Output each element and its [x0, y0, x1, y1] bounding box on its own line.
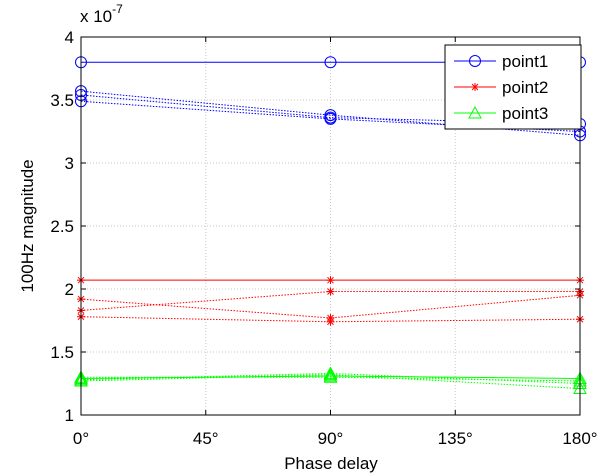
triangle-marker: [323, 368, 338, 382]
triangle-marker: [323, 367, 338, 381]
legend-label: point2: [502, 78, 548, 97]
y-tick-label: 1: [65, 406, 74, 425]
y-tick-label: 1.5: [50, 343, 74, 362]
y-tick-label: 2.5: [50, 217, 74, 236]
circle-marker: [324, 109, 337, 122]
series-line: [80, 374, 581, 390]
triangle-legend-marker: [468, 105, 482, 119]
star-marker: [326, 276, 335, 285]
legend-label: point1: [502, 52, 548, 71]
star-legend-marker: [471, 83, 479, 91]
star-marker: [326, 287, 335, 296]
series-line: [80, 372, 581, 384]
y-tick-label: 2: [65, 280, 74, 299]
axes-frame: [80, 36, 581, 416]
triangle-marker: [323, 370, 338, 383]
circle-marker: [324, 112, 337, 125]
star-marker: [326, 317, 335, 326]
y-tick-label: 3.5: [50, 91, 74, 110]
x-tick-label: 180°: [562, 429, 597, 448]
x-tick-label: 0°: [73, 429, 89, 448]
series-line: [81, 376, 581, 382]
circle-marker: [324, 56, 337, 69]
x-tick-label: 90°: [318, 429, 344, 448]
circle-legend-marker: [469, 55, 481, 67]
y-axis-label: 100Hz magnitude: [18, 159, 37, 292]
legend-label: point3: [502, 104, 548, 123]
series-line: [80, 100, 581, 132]
exponent-prefix: x 10: [80, 7, 112, 26]
x-tick-label: 45°: [193, 429, 219, 448]
exponent-power: -7: [112, 2, 123, 16]
y-tick-label: 4: [65, 28, 74, 47]
x-axis-label: Phase delay: [284, 454, 378, 473]
triangle-marker: [323, 366, 338, 379]
axis-exponent-label: x 10-7: [80, 2, 123, 26]
y-tick-label: 3: [65, 154, 74, 173]
series-line: [80, 375, 581, 379]
x-tick-label: 135°: [438, 429, 473, 448]
